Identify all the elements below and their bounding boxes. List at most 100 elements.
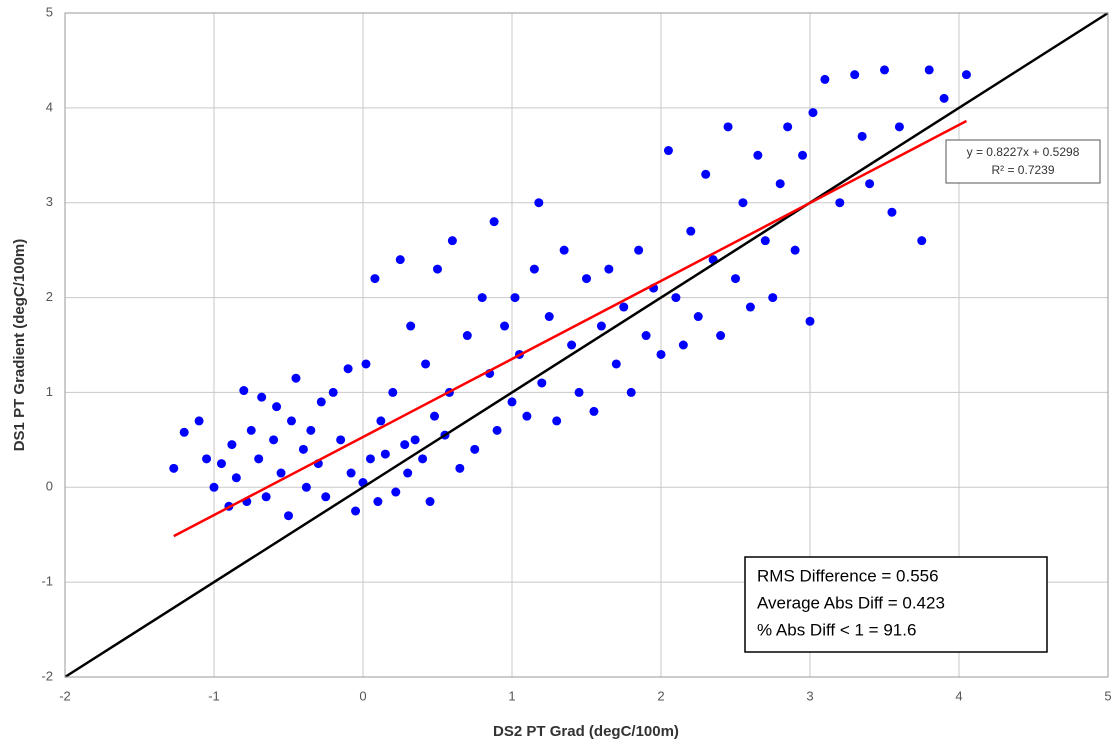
x-tick-label: -1 [208, 688, 220, 703]
point [298, 444, 308, 454]
point [316, 397, 326, 407]
point [850, 70, 860, 80]
point [254, 454, 264, 464]
point [370, 274, 380, 284]
point [430, 411, 440, 421]
x-tick-label: 1 [508, 688, 515, 703]
y-tick-label: 0 [46, 479, 53, 494]
point [723, 122, 733, 132]
point [418, 454, 428, 464]
point [336, 435, 346, 445]
point [179, 427, 189, 437]
point [455, 463, 465, 473]
point [395, 255, 405, 265]
point [961, 70, 971, 80]
point [663, 146, 673, 156]
point [391, 487, 401, 497]
point [534, 198, 544, 208]
point [798, 150, 808, 160]
point [790, 245, 800, 255]
point [209, 482, 219, 492]
point [257, 392, 267, 402]
x-tick-label: 0 [359, 688, 366, 703]
point [351, 506, 361, 516]
point [261, 492, 271, 502]
point [380, 449, 390, 459]
point [604, 264, 614, 274]
point [917, 236, 927, 246]
point [894, 122, 904, 132]
point [783, 122, 793, 132]
point [406, 321, 416, 331]
point [447, 236, 457, 246]
point [373, 497, 383, 507]
point [753, 150, 763, 160]
point [589, 406, 599, 416]
point [507, 397, 517, 407]
stats-line: RMS Difference = 0.556 [757, 566, 939, 585]
point [346, 468, 356, 478]
point [276, 468, 286, 478]
point [552, 416, 562, 426]
point [805, 316, 815, 326]
stats-line: % Abs Diff < 1 = 91.6 [757, 620, 916, 639]
point [286, 416, 296, 426]
y-tick-label: -1 [41, 574, 53, 589]
point [202, 454, 212, 464]
point [306, 425, 316, 435]
point [924, 65, 934, 75]
point [738, 198, 748, 208]
point [693, 312, 703, 322]
point [269, 435, 279, 445]
point [433, 264, 442, 274]
point [939, 93, 949, 103]
y-tick-label: 4 [46, 99, 53, 114]
point [626, 387, 636, 397]
x-tick-label: 2 [657, 688, 664, 703]
point [671, 293, 681, 303]
point [328, 387, 338, 397]
point [410, 435, 420, 445]
point [284, 511, 293, 521]
point [194, 416, 204, 426]
point [489, 217, 499, 227]
point [567, 340, 577, 350]
point [492, 425, 502, 435]
point [574, 387, 584, 397]
point [400, 440, 410, 450]
point [216, 459, 226, 469]
point [544, 312, 554, 322]
point [425, 497, 435, 507]
point [716, 331, 726, 341]
point [745, 302, 755, 312]
x-axis-label: DS2 PT Grad (degC/100m) [493, 723, 679, 740]
y-tick-label: -2 [41, 668, 53, 683]
point [365, 454, 375, 464]
point [227, 440, 237, 450]
x-tick-label: 5 [1104, 688, 1111, 703]
point [301, 482, 311, 492]
r-squared: R² = 0.7239 [991, 163, 1054, 177]
point [701, 169, 711, 179]
point [611, 359, 621, 369]
point [169, 463, 179, 473]
x-tick-label: -2 [59, 688, 71, 703]
y-tick-label: 2 [46, 289, 53, 304]
point [835, 198, 845, 208]
point [361, 359, 371, 369]
point [880, 65, 889, 75]
point [641, 331, 651, 341]
point [768, 293, 778, 303]
point [596, 321, 606, 331]
point [231, 473, 241, 483]
point [760, 236, 770, 246]
y-tick-label: 5 [46, 4, 53, 19]
stats-box [744, 556, 1048, 653]
x-tick-label: 4 [955, 688, 962, 703]
point [634, 245, 644, 255]
y-tick-label: 3 [46, 194, 53, 209]
point [820, 74, 830, 84]
equation: y = 0.8227x + 0.5298 [967, 145, 1080, 159]
point [537, 378, 547, 388]
point [808, 108, 818, 118]
